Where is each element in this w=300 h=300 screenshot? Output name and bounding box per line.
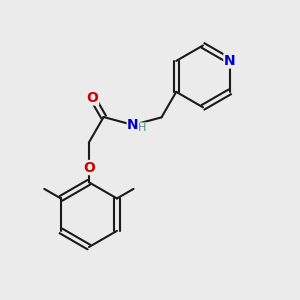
Text: H: H [138,123,147,133]
Text: N: N [224,54,236,68]
Text: O: O [87,91,98,105]
Text: O: O [83,160,95,175]
Text: N: N [127,118,139,132]
